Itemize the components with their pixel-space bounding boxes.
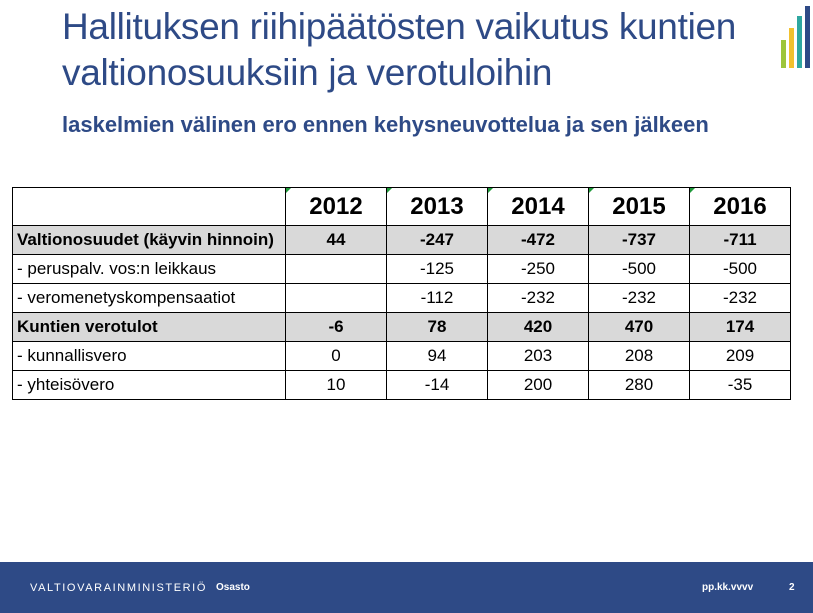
ministry-logo-icon: [777, 6, 813, 68]
value-cell: -472: [487, 225, 589, 255]
value-cell: -500: [689, 254, 791, 284]
footer-brand: VALTIOVARAINMINISTERIÖ: [30, 582, 207, 594]
value-cell: 280: [588, 370, 690, 400]
row-label: - veromenetyskompensaatiot: [12, 283, 286, 313]
value-cell: -112: [386, 283, 488, 313]
table-row: - peruspalv. vos:n leikkaus -125 -250 -500-…: [12, 254, 791, 284]
row-label: Kuntien verotulot: [12, 312, 286, 342]
value-cell: [285, 254, 387, 284]
value-cell: 203: [487, 341, 589, 371]
header-corner-cell: [12, 187, 286, 226]
value-cell: 174: [689, 312, 791, 342]
footer-bar: VALTIOVARAINMINISTERIÖ Osasto pp.kk.vvvv…: [0, 562, 813, 613]
value-cell: 78: [386, 312, 488, 342]
table-row: - yhteisövero 10 -14 200 280 -35: [12, 370, 791, 400]
value-cell: 0: [285, 341, 387, 371]
value-cell: [285, 283, 387, 313]
table-row: - kunnallisvero 0 94 203 208 209: [12, 341, 791, 371]
value-cell: -14: [386, 370, 488, 400]
row-label: Valtionosuudet (käyvin hinnoin): [12, 225, 286, 255]
value-cell: -232: [588, 283, 690, 313]
slide-subtitle: laskelmien välinen ero ennen kehysneuvot…: [62, 112, 709, 137]
value-cell: -250: [487, 254, 589, 284]
value-cell: 10: [285, 370, 387, 400]
value-cell: -125: [386, 254, 488, 284]
table-header-row: 2012 2013 2014 2015 2016: [12, 187, 791, 226]
value-cell: 94: [386, 341, 488, 371]
value-cell: -247: [386, 225, 488, 255]
footer-department: Osasto: [216, 582, 250, 593]
table-row: - veromenetyskompensaatiot -112 -232 -232 -2…: [12, 283, 791, 313]
page-number: 2: [789, 582, 795, 593]
value-cell: -232: [689, 283, 791, 313]
value-cell: 44: [285, 225, 387, 255]
value-cell: -711: [689, 225, 791, 255]
value-cell: 209: [689, 341, 791, 371]
value-cell: -35: [689, 370, 791, 400]
table-row: Valtionosuudet (käyvin hinnoin) 44 -247 -47…: [12, 225, 791, 255]
row-label: - yhteisövero: [12, 370, 286, 400]
value-cell: -232: [487, 283, 589, 313]
value-cell: -6: [285, 312, 387, 342]
row-label: - peruspalv. vos:n leikkaus: [12, 254, 286, 284]
year-header-2015: 2015: [588, 187, 690, 226]
value-cell: -500: [588, 254, 690, 284]
value-cell: 208: [588, 341, 690, 371]
year-header-2012: 2012: [285, 187, 387, 226]
value-cell: 420: [487, 312, 589, 342]
year-header-2013: 2013: [386, 187, 488, 226]
data-table: 2012 2013 2014 2015 2016 Valtionosuudet (käyv…: [12, 187, 791, 400]
footer-date: pp.kk.vvvv: [702, 582, 754, 593]
value-cell: 200: [487, 370, 589, 400]
table-row: Kuntien verotulot -6 78 420 470 174: [12, 312, 791, 342]
slide-title: Hallituksen riihipäätösten vaikutus kunt…: [62, 6, 737, 93]
value-cell: 470: [588, 312, 690, 342]
year-header-2016: 2016: [689, 187, 791, 226]
value-cell: -737: [588, 225, 690, 255]
year-header-2014: 2014: [487, 187, 589, 226]
row-label: - kunnallisvero: [12, 341, 286, 371]
